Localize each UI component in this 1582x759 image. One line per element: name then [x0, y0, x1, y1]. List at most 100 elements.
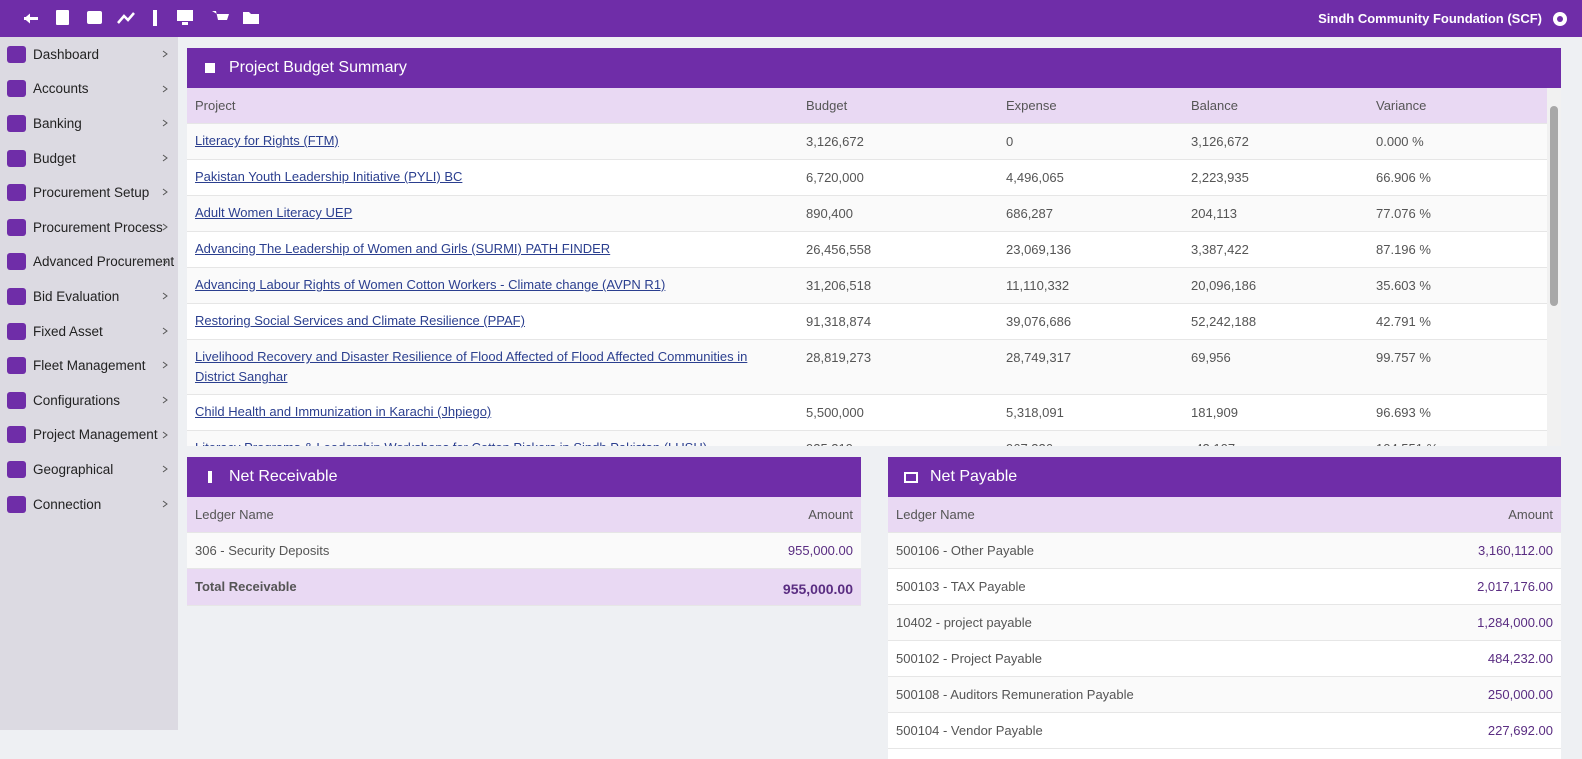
ledger-name: 500108 - Auditors Remuneration Payable — [896, 687, 1134, 702]
cell: 69,956 — [1191, 350, 1231, 365]
table-header: Project Budget Expense Balance Variance — [187, 88, 1547, 124]
ledger-name: 10402 - project payable — [896, 615, 1032, 630]
table-row: 10402 - project payable 1,284,000.00 — [888, 605, 1561, 641]
sidebar-item[interactable]: Procurement Setup — [0, 175, 178, 210]
menu-label: Connection — [33, 496, 102, 512]
chevron — [162, 119, 168, 127]
top-bar: Sindh Community Foundation (SCF) — [0, 0, 1582, 37]
panel-title: Project Budget Summary — [229, 59, 407, 76]
cell: 686,287 — [1006, 206, 1053, 221]
cell: Literacy Programs & Leadership Workshops… — [187, 431, 798, 446]
payable-table: Ledger Name Amount 500106 - Other Payable 3… — [888, 497, 1561, 749]
sidebar-item[interactable]: Geographical — [0, 452, 178, 487]
project-link[interactable]: Child Health and Immunization in Karachi… — [195, 404, 492, 419]
project-link[interactable]: Adult Women Literacy UEP — [195, 205, 353, 220]
settings-icon[interactable] — [1551, 10, 1569, 28]
column-header: Variance — [1376, 98, 1427, 113]
cell: 20,096,186 — [1191, 278, 1257, 293]
cell: 3,126,672 — [1191, 134, 1249, 149]
menu-icon — [7, 253, 26, 271]
table-row: 500104 - Vendor Payable 227,692.00 — [888, 713, 1561, 749]
ledger-name: 500104 - Vendor Payable — [896, 723, 1043, 738]
menu-label: Fixed Asset — [33, 323, 103, 339]
sidebar-item[interactable]: Fixed Asset — [0, 314, 178, 349]
project-link[interactable]: Restoring Social Services and Climate Re… — [195, 313, 525, 328]
cell: 99.757 % — [1376, 350, 1431, 365]
table-row: 500102 - Project Payable 484,232.00 — [888, 641, 1561, 677]
amount: 955,000.00 — [787, 543, 853, 558]
cell: 6,720,000 — [806, 170, 864, 185]
panel-header: Net Payable — [888, 457, 1561, 497]
menu-label: Project Management — [33, 427, 158, 443]
sidebar-item[interactable]: Fleet Management — [0, 348, 178, 383]
sidebar-item[interactable]: Banking — [0, 106, 178, 141]
menu-icon — [7, 357, 26, 375]
cell: 96.693 % — [1376, 405, 1431, 420]
project-link[interactable]: Literacy Programs & Leadership Workshops… — [195, 440, 707, 446]
cell: Livelihood Recovery and Disaster Resilie… — [187, 340, 798, 394]
project-link[interactable]: Literacy for Rights (FTM) — [195, 133, 339, 148]
ledger-name: 500102 - Project Payable — [896, 651, 1042, 666]
table-row: 306 - Security Deposits 955,000.00 — [187, 533, 861, 569]
menu-icon — [7, 460, 26, 478]
chevron — [162, 396, 168, 404]
table-row: 500106 - Other Payable 3,160,112.00 — [888, 533, 1561, 569]
table-row: Pakistan Youth Leadership Initiative (PY… — [187, 160, 1547, 196]
menu-label: Configurations — [33, 392, 121, 408]
cell: 91,318,874 — [806, 314, 872, 329]
column-header: Ledger Name — [195, 507, 274, 522]
chevron — [162, 258, 168, 265]
menu-label: Geographical — [33, 461, 114, 477]
scrollbar[interactable] — [1547, 88, 1561, 446]
column-header: Amount — [808, 507, 853, 522]
menu-label: Accounts — [33, 81, 89, 97]
total-value: 955,000.00 — [782, 581, 853, 597]
panel-header: Project Budget Summary — [187, 48, 1561, 88]
cell: 23,069,136 — [1006, 242, 1072, 257]
menu-icon — [7, 45, 26, 63]
cell: 5,318,091 — [1006, 405, 1064, 420]
column-header: Budget — [806, 98, 848, 113]
cell: 5,500,000 — [806, 405, 864, 420]
chevron — [162, 465, 168, 473]
column-header: Ledger Name — [896, 507, 975, 522]
amount: 227,692.00 — [1487, 723, 1553, 738]
sidebar-item[interactable]: Connection — [0, 487, 178, 522]
sidebar-item[interactable]: Bid Evaluation — [0, 279, 178, 314]
chevron — [162, 50, 168, 58]
sidebar-item[interactable]: Procurement Process — [0, 210, 178, 245]
menu-label: Budget — [33, 150, 76, 166]
sidebar-item[interactable]: Advanced Procurement — [0, 245, 178, 280]
sidebar-item[interactable]: Project Management — [0, 418, 178, 453]
cell: 39,076,686 — [1006, 314, 1072, 329]
icon — [208, 471, 212, 483]
menu-icon — [7, 391, 26, 409]
toolbar-icons — [24, 10, 259, 26]
table-header: Ledger Name Amount — [187, 497, 861, 533]
column-header: Amount — [1508, 507, 1553, 522]
ledger-name: 306 - Security Deposits — [195, 543, 330, 558]
sidebar: Dashboard Accounts Banking Budget Procuremen… — [0, 37, 178, 730]
chevron — [162, 431, 168, 438]
sidebar-item[interactable]: Dashboard — [0, 37, 178, 72]
cell: 52,242,188 — [1191, 314, 1257, 329]
table-row: Literacy for Rights (FTM) 3,126,672 0 3,126… — [187, 124, 1547, 160]
table-row: 500103 - TAX Payable 2,017,176.00 — [888, 569, 1561, 605]
project-link[interactable]: Advancing The Leadership of Women and Gi… — [195, 241, 611, 256]
chevron — [162, 188, 168, 196]
project-link[interactable]: Pakistan Youth Leadership Initiative (PY… — [195, 169, 463, 184]
cell: 925,219 — [798, 431, 998, 446]
table-row: Adult Women Literacy UEP 890,400 686,287 20… — [187, 196, 1547, 232]
cell: 3,126,672 — [806, 134, 864, 149]
project-link[interactable]: Advancing Labour Rights of Women Cotton … — [195, 277, 666, 292]
chevron — [162, 500, 168, 508]
sidebar-item[interactable]: Configurations — [0, 383, 178, 418]
sidebar-item[interactable]: Budget — [0, 141, 178, 176]
project-link[interactable]: Livelihood Recovery and Disaster Resilie… — [195, 349, 748, 384]
menu-icon — [7, 426, 26, 444]
menu-icon — [7, 80, 26, 98]
total-row: Total Receivable 955,000.00 — [187, 569, 861, 606]
sidebar-item[interactable]: Accounts — [0, 72, 178, 107]
receivable-panel: Net Receivable Ledger Name Amount 306 - Se… — [187, 457, 861, 606]
menu-icon — [7, 218, 26, 236]
